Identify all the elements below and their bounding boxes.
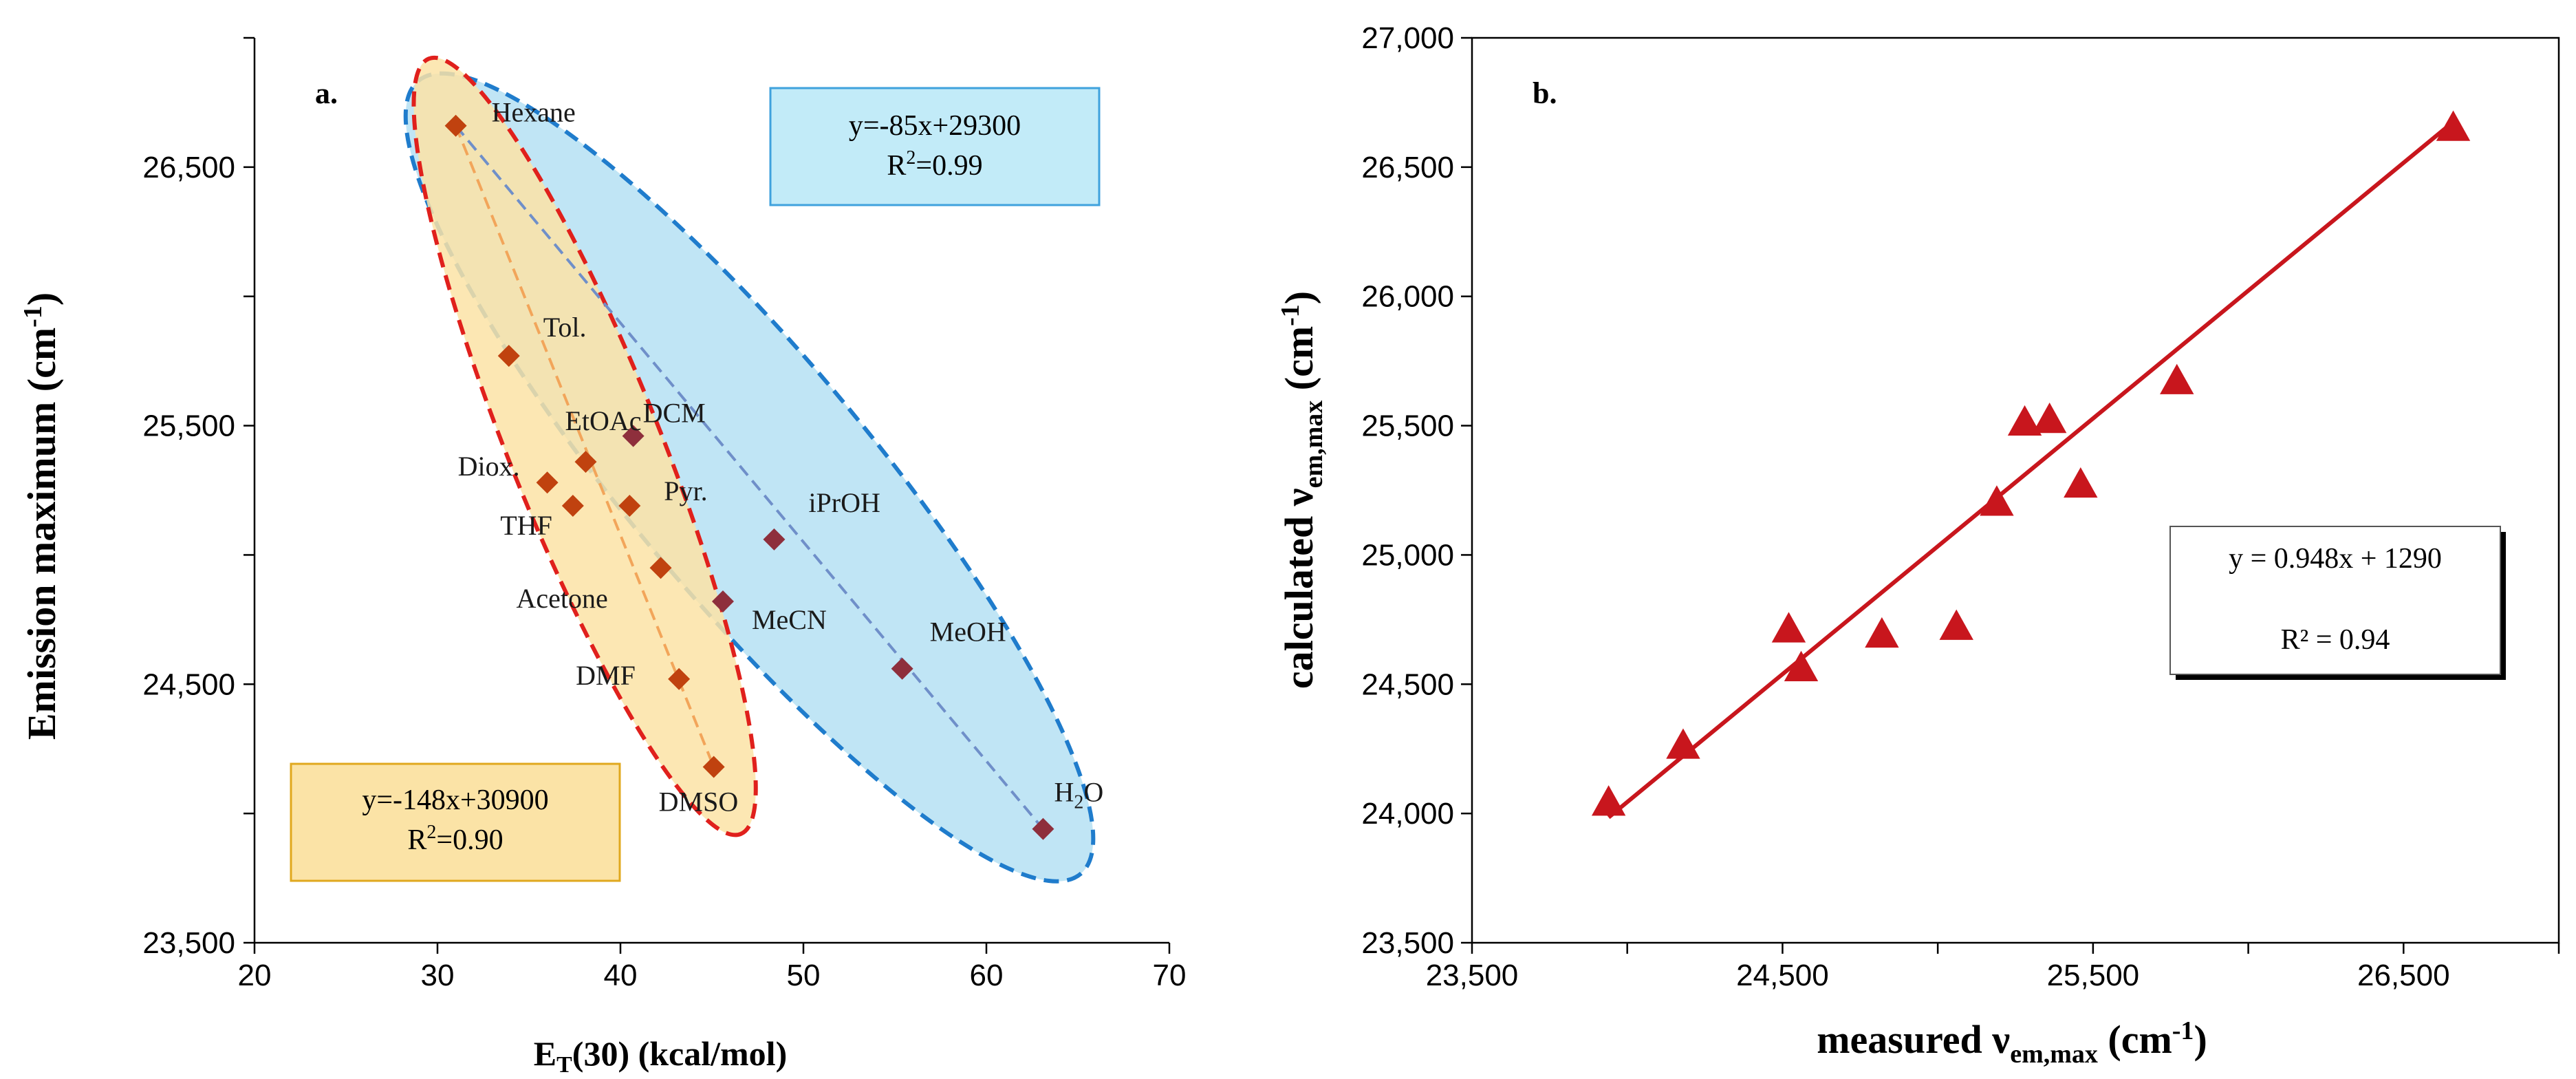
triangle-point-2 [1771,612,1806,643]
triangle-point-6 [1980,485,2014,516]
axes: 23,500 24,500 25,500 26,500 20 30 40 50 60 70 [142,36,1187,992]
y-tick-label: 23,500 [1361,926,1454,960]
y-tick-label: 25,500 [1361,409,1454,443]
point-0-2 [536,471,559,494]
data-points [444,114,1054,840]
point-0-8 [702,756,725,778]
triangle-point-5 [1939,609,1973,640]
trend-line [1607,120,2455,820]
point-label-0-7: DMF [576,660,636,691]
equation-box-group2-bg [769,87,1101,206]
equation-box-b-bg [2169,526,2501,675]
equation-b: y = 0.948x + 1290 [2229,543,2442,575]
x-tick-label: 50 [787,959,821,992]
point-0-4 [574,451,597,473]
point-1-1 [711,590,734,613]
point-1-0 [622,425,645,447]
y-tick-label: 25,000 [1361,538,1454,572]
x-tick-label: 23,500 [1426,959,1519,992]
y-tick-label: 23,500 [142,926,235,960]
triangle-point-0 [1591,785,1626,816]
point-label-1-0: DCM [643,398,706,429]
triangle-point-7 [2007,405,2042,436]
triangle-point-1 [1666,728,1700,759]
equation-box-group1-bg [290,762,621,882]
point-0-5 [618,495,641,517]
data-points [1591,110,2471,816]
region-group1 [411,55,758,837]
point-label-0-0: Hexane [492,97,576,128]
y-tick-label: 25,500 [142,409,235,443]
y-tick-label: 26,000 [1361,280,1454,314]
equation-box-group2: y=-85x+29300 R2=0.99 [769,87,1101,206]
point-labels: Hexane Tol. Diox. THF EtOAc Pyr. Acetone DMF DMS… [458,97,1104,818]
point-1-4 [1032,818,1054,840]
equation-box-b: y = 0.948x + 1290 R² = 0.94 [2169,526,2506,680]
point-0-7 [668,667,691,690]
y-tick-label: 24,500 [1361,667,1454,701]
point-0-0 [444,114,467,137]
y-tick-label: 26,500 [1361,151,1454,184]
panel-label-b: b. [1533,76,1557,110]
point-label-1-3: MeOH [930,617,1006,648]
point-label-0-8: DMSO [659,787,739,818]
y-axis-title-b: calculated νem,max (cm-1) [1276,291,1328,689]
equation-group1: y=-148x+30900 [362,784,548,816]
triangle-point-8 [2032,403,2067,434]
point-label-0-2: Diox. [458,451,520,482]
y-tick-label: 24,500 [142,667,235,701]
x-tick-label: 70 [1153,959,1187,992]
x-tick-label: 20 [238,959,272,992]
y-tick-label: 27,000 [1361,21,1454,55]
panel-b-chart: 23,500 24,000 24,500 25,000 25,500 26,000 26,5… [1276,21,2560,1069]
point-label-1-2: iPrOH [808,487,880,518]
equation-group2: y=-85x+29300 [849,110,1021,142]
r2-group1: R2=0.90 [407,822,503,856]
fit-lines [454,125,1044,830]
x-axis-title-b: measured νem,max (cm-1) [1817,1016,2207,1069]
x-tick-label: 60 [970,959,1004,992]
r2-group2: R2=0.99 [887,147,982,182]
triangle-point-3 [1784,650,1819,681]
x-tick-label: 30 [421,959,455,992]
point-label-1-4: H2O [1054,777,1103,813]
point-1-3 [891,657,913,680]
panel-a-chart: 23,500 24,500 25,500 26,500 20 30 40 50 60 70 Hex… [19,36,1187,1078]
point-0-1 [497,345,520,367]
x-tick-label: 25,500 [2047,959,2140,992]
point-label-1-1: MeCN [752,604,827,635]
point-label-0-3: THF [500,510,552,541]
equation-box-group1: y=-148x+30900 R2=0.90 [290,762,621,882]
point-0-6 [649,557,672,579]
x-tick-label: 24,500 [1736,959,1829,992]
x-axis-title-a: ET(30) (kcal/mol) [534,1034,787,1078]
y-tick-label: 26,500 [142,151,235,184]
x-tick-label: 26,500 [2357,959,2450,992]
triangle-point-9 [2064,467,2098,498]
point-label-0-5: Pyr. [664,476,707,506]
fit-regions [403,55,1096,884]
x-tick-label: 40 [604,959,638,992]
point-1-2 [763,528,786,551]
panel-label-a: a. [315,76,338,110]
y-tick-label: 24,000 [1361,797,1454,831]
axes: 23,500 24,000 24,500 25,000 25,500 26,000 26,5… [1361,21,2560,992]
y-axis-title-a: Emission maximum (cm-1) [19,292,64,740]
triangle-point-10 [2160,363,2194,394]
point-0-3 [561,495,584,517]
point-label-0-4: EtOAc [565,405,641,436]
triangle-point-11 [2436,110,2471,141]
plot-frame-b [1471,36,2560,944]
fit-line [1607,120,2455,820]
point-label-0-6: Acetone [517,583,608,614]
triangle-point-4 [1865,617,1899,648]
fit-line-group2 [455,125,1044,830]
r2-b: R² = 0.94 [2281,624,2390,656]
point-label-0-1: Tol. [543,312,587,343]
